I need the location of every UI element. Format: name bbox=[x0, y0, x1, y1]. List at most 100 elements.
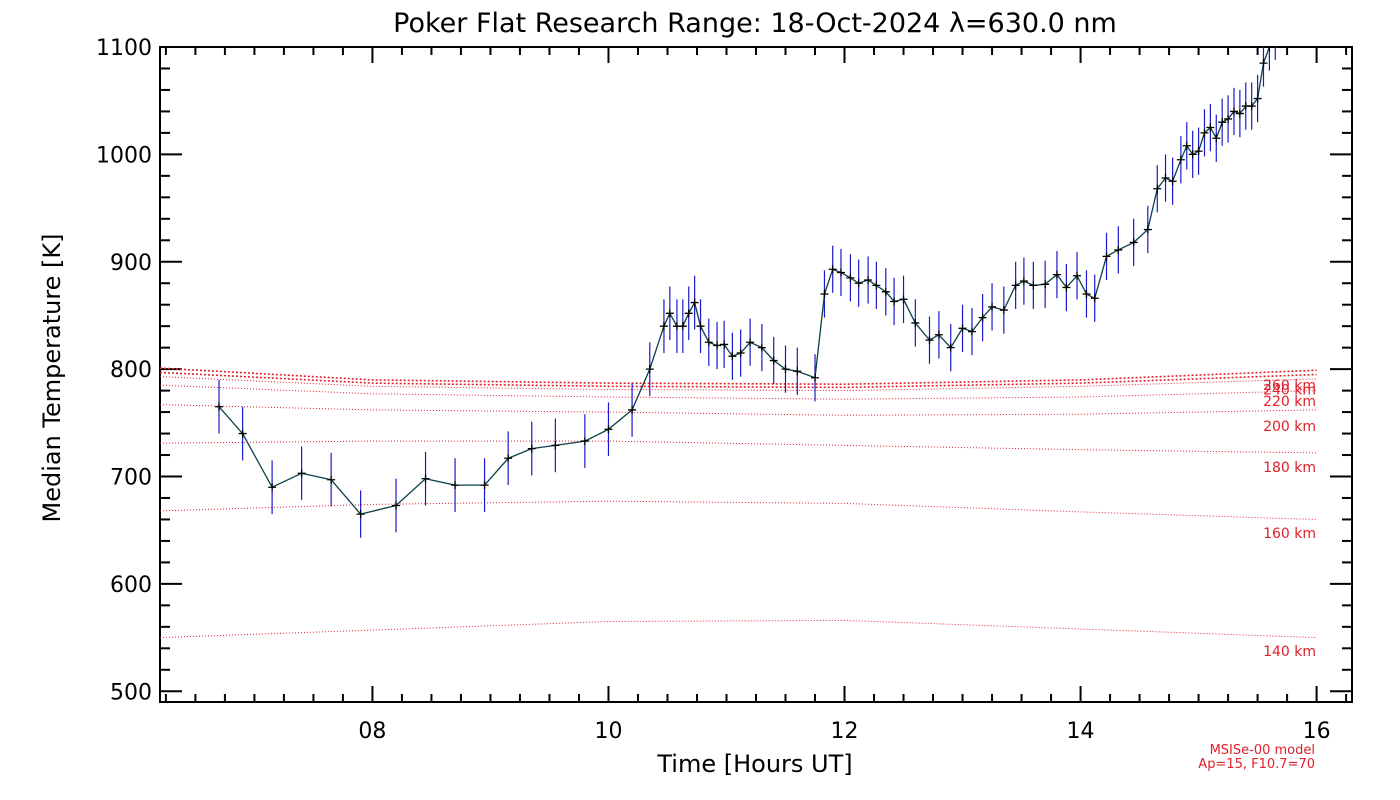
data-point bbox=[1153, 184, 1162, 193]
data-point bbox=[1265, 47, 1274, 51]
data-point bbox=[1129, 238, 1138, 247]
altitude-label: 220 km bbox=[1263, 394, 1316, 410]
data-point bbox=[1176, 155, 1185, 164]
data-point bbox=[480, 481, 489, 490]
data-point bbox=[1073, 271, 1082, 280]
data-point bbox=[421, 474, 430, 483]
model-curve bbox=[160, 376, 1317, 392]
data-point bbox=[1102, 252, 1111, 261]
data-point bbox=[1218, 118, 1227, 127]
data-point bbox=[1114, 245, 1123, 254]
data-point bbox=[392, 501, 401, 510]
data-point bbox=[736, 349, 745, 358]
data-series bbox=[215, 32, 1279, 538]
altitude-label: 240 km bbox=[1263, 382, 1316, 398]
data-point bbox=[1188, 150, 1197, 159]
data-point bbox=[846, 273, 855, 282]
series-line bbox=[218, 47, 1271, 515]
data-point bbox=[1019, 277, 1028, 286]
data-point bbox=[836, 268, 845, 277]
data-point bbox=[1143, 225, 1152, 234]
data-point bbox=[645, 365, 654, 374]
data-point bbox=[713, 341, 722, 350]
data-point bbox=[1271, 32, 1279, 40]
data-point bbox=[1082, 289, 1091, 298]
data-point bbox=[628, 405, 637, 414]
y-tick-label: 1000 bbox=[96, 143, 152, 168]
y-tick-label: 1100 bbox=[96, 36, 152, 61]
data-point bbox=[1247, 102, 1256, 111]
data-point bbox=[659, 322, 668, 331]
data-point bbox=[864, 276, 873, 285]
data-point bbox=[551, 441, 560, 450]
x-tick-label: 10 bbox=[594, 719, 622, 744]
altitude-label: 160 km bbox=[1263, 526, 1316, 542]
data-point bbox=[946, 343, 955, 352]
data-point bbox=[1161, 174, 1170, 182]
plot-frame bbox=[159, 46, 1353, 703]
x-tick-label: 16 bbox=[1303, 719, 1331, 744]
data-point bbox=[1259, 59, 1268, 68]
data-point bbox=[828, 265, 837, 274]
model-curve bbox=[160, 619, 1317, 639]
data-point bbox=[1212, 134, 1221, 143]
model-curve bbox=[160, 500, 1317, 520]
model-curve bbox=[160, 371, 1317, 389]
model-note-line-1: MSISe-00 model bbox=[1210, 743, 1315, 758]
data-point bbox=[604, 425, 613, 434]
data-point bbox=[1206, 123, 1215, 132]
data-point bbox=[757, 343, 766, 352]
y-tick-label: 500 bbox=[110, 680, 152, 705]
data-point bbox=[1041, 280, 1050, 289]
model-curve bbox=[160, 440, 1317, 454]
data-point bbox=[899, 295, 908, 304]
data-point bbox=[1011, 281, 1020, 290]
data-point bbox=[504, 454, 513, 463]
y-tick-label: 900 bbox=[110, 251, 152, 276]
data-point bbox=[451, 481, 460, 490]
x-tick-label: 12 bbox=[831, 719, 859, 744]
data-point bbox=[728, 352, 737, 361]
data-point bbox=[238, 429, 247, 438]
data-point bbox=[811, 373, 820, 382]
data-point bbox=[696, 322, 705, 331]
data-point bbox=[268, 483, 277, 492]
model-curve bbox=[160, 384, 1317, 400]
data-point bbox=[720, 340, 729, 349]
data-point bbox=[580, 437, 589, 446]
x-axis-label: Time [Hours UT] bbox=[656, 750, 852, 778]
data-point bbox=[890, 297, 899, 306]
data-point bbox=[678, 322, 687, 331]
data-point bbox=[988, 302, 997, 311]
data-point bbox=[527, 444, 536, 453]
data-point bbox=[1090, 294, 1099, 303]
altitude-label: 260 km bbox=[1263, 378, 1316, 394]
y-tick-label: 800 bbox=[110, 358, 152, 383]
x-tick-label: 08 bbox=[358, 719, 386, 744]
data-point bbox=[690, 298, 699, 307]
data-point bbox=[1224, 114, 1233, 123]
altitude-label: 200 km bbox=[1263, 419, 1316, 435]
data-point bbox=[215, 402, 224, 411]
data-point bbox=[978, 313, 987, 322]
data-point bbox=[781, 365, 790, 374]
data-point bbox=[1235, 109, 1244, 118]
data-point bbox=[1062, 283, 1071, 292]
data-point bbox=[881, 287, 890, 296]
data-point bbox=[1229, 107, 1238, 116]
data-point bbox=[746, 338, 755, 347]
axes: 08 10 12 14 16 500 600 700 800 900 1000 1100 bbox=[96, 36, 1352, 744]
data-point bbox=[665, 309, 674, 318]
data-point bbox=[1168, 177, 1177, 186]
data-point bbox=[872, 281, 881, 290]
data-point bbox=[934, 330, 943, 339]
data-point bbox=[327, 475, 336, 484]
y-axis-label: Median Temperature [K] bbox=[38, 233, 66, 522]
altitude-label: 180 km bbox=[1263, 460, 1316, 476]
data-point bbox=[967, 327, 976, 336]
x-tick-label: 14 bbox=[1067, 719, 1095, 744]
data-point bbox=[356, 510, 365, 519]
model-curves bbox=[160, 367, 1317, 639]
